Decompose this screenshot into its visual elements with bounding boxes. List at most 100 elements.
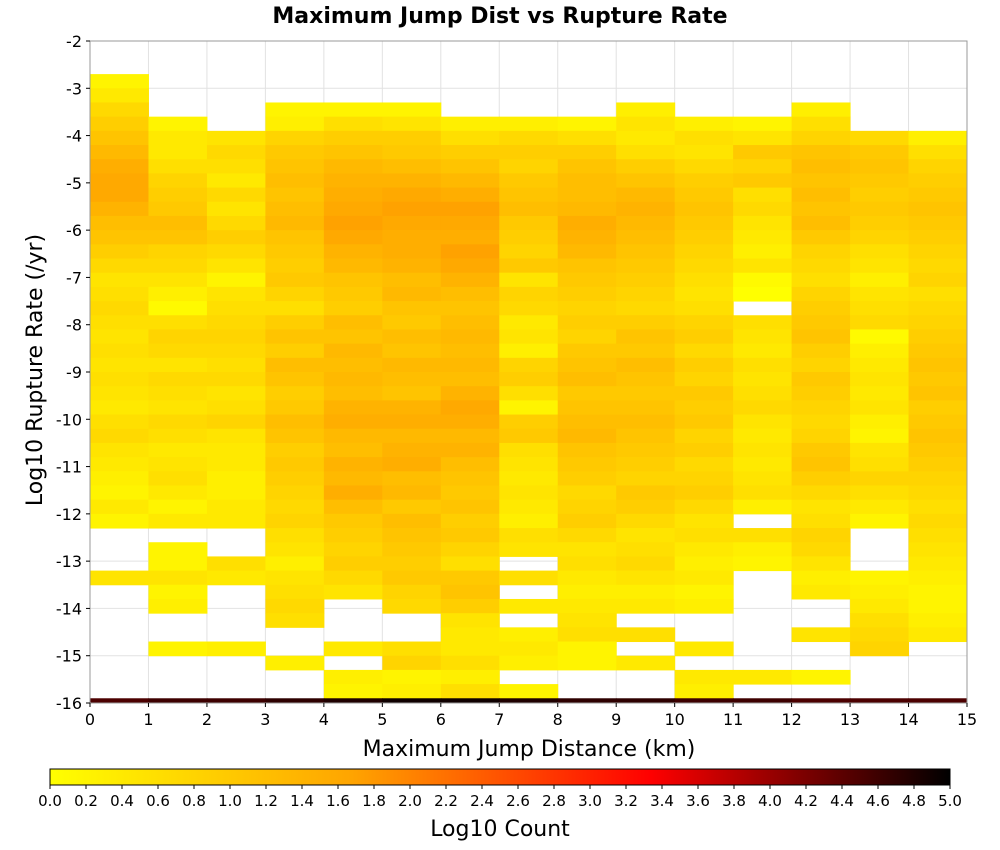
heatmap-cell: [674, 556, 734, 572]
colorbar-label: Log10 Count: [430, 817, 570, 842]
heatmap-cell: [557, 286, 617, 302]
heatmap-cell: [265, 343, 325, 359]
heatmap-cell: [206, 315, 266, 330]
heatmap-cell: [382, 570, 442, 586]
heatmap-cell: [90, 88, 149, 103]
heatmap-cell: [148, 513, 208, 529]
heatmap-cell: [616, 471, 676, 486]
heatmap-cell: [90, 272, 149, 288]
heatmap-cell: [206, 187, 266, 203]
heatmap-cell: [674, 669, 734, 685]
heatmap-cell: [908, 244, 968, 260]
heatmap-cell: [382, 641, 442, 657]
y-tick-label: -2: [66, 32, 82, 51]
heatmap-cell: [733, 272, 793, 288]
heatmap-cell: [557, 499, 617, 515]
heatmap-cell: [499, 471, 559, 486]
heatmap-cell: [557, 130, 617, 146]
colorbar-tick-label: 0.8: [182, 792, 206, 810]
heatmap-cell-bottom-row: [616, 698, 676, 703]
heatmap-cell: [733, 372, 793, 387]
y-tick-label: -13: [56, 552, 82, 571]
heatmap-cell: [148, 457, 208, 472]
heatmap-cell: [908, 130, 968, 146]
heatmap-cell: [499, 485, 559, 501]
heatmap-cell: [148, 400, 208, 416]
heatmap-cell: [499, 528, 559, 543]
heatmap-cell: [733, 357, 793, 373]
heatmap-cell: [791, 357, 851, 373]
heatmap-cell: [908, 542, 968, 557]
heatmap-cell: [323, 499, 383, 515]
heatmap-cell: [206, 130, 266, 146]
heatmap-cell: [733, 173, 793, 189]
heatmap-cell: [908, 627, 968, 643]
heatmap-cell: [557, 244, 617, 260]
heatmap-cell: [382, 173, 442, 189]
heatmap-cell: [733, 343, 793, 359]
heatmap-cell: [206, 145, 266, 160]
heatmap-cell: [323, 173, 383, 189]
colorbar-tick-label: 1.8: [362, 792, 386, 810]
heatmap-cell: [791, 215, 851, 231]
heatmap-cell: [616, 244, 676, 260]
heatmap-cell: [791, 584, 851, 600]
heatmap-cell: [265, 272, 325, 288]
y-tick-label: -10: [56, 410, 82, 429]
heatmap-cell: [90, 116, 149, 132]
heatmap-cell: [382, 542, 442, 557]
heatmap-cell-bottom-row: [206, 698, 266, 703]
heatmap-cell: [791, 542, 851, 557]
heatmap-cell: [440, 542, 500, 557]
heatmap-cell: [850, 584, 910, 600]
y-tick-label: -12: [56, 505, 82, 524]
heatmap-cell: [148, 556, 208, 572]
y-tick-label: -8: [66, 316, 82, 335]
heatmap-cell: [850, 485, 910, 501]
heatmap-cell: [616, 499, 676, 515]
heatmap-cell: [616, 627, 676, 643]
heatmap-cell: [733, 499, 793, 515]
heatmap-cell: [90, 414, 149, 430]
heatmap-cell: [850, 173, 910, 189]
heatmap-cell: [265, 301, 325, 316]
heatmap-cell: [265, 655, 325, 671]
heatmap-cell: [616, 201, 676, 217]
heatmap-cell: [557, 655, 617, 671]
heatmap-cell: [674, 272, 734, 288]
heatmap-cell: [850, 301, 910, 316]
heatmap-cell: [499, 627, 559, 643]
heatmap-cell: [557, 145, 617, 160]
heatmap-cell: [382, 145, 442, 160]
heatmap-cell: [850, 244, 910, 260]
heatmap-cell: [323, 215, 383, 231]
heatmap-cell: [733, 145, 793, 160]
heatmap-cell: [323, 201, 383, 217]
heatmap-cell: [908, 442, 968, 458]
colorbar-tick-label: 0.0: [38, 792, 62, 810]
heatmap-cell: [674, 230, 734, 245]
heatmap-cell: [382, 102, 442, 118]
x-tick-label: 6: [436, 710, 446, 729]
heatmap-cell: [791, 130, 851, 146]
heatmap-cell: [148, 187, 208, 203]
heatmap-cell: [791, 173, 851, 189]
heatmap-cell: [733, 528, 793, 543]
heatmap-cell: [323, 230, 383, 245]
heatmap-cell: [557, 173, 617, 189]
colorbar-tick-label: 0.2: [74, 792, 98, 810]
heatmap-cell: [440, 244, 500, 260]
heatmap-cell: [499, 272, 559, 288]
heatmap-cell: [206, 471, 266, 486]
heatmap-cell: [440, 315, 500, 330]
x-tick-label: 9: [611, 710, 621, 729]
heatmap-cell: [206, 442, 266, 458]
heatmap-cell: [323, 329, 383, 345]
colorbar-tick-label: 4.0: [758, 792, 782, 810]
heatmap-cell: [323, 584, 383, 600]
heatmap-cell: [616, 215, 676, 231]
heatmap-cell: [674, 457, 734, 472]
heatmap-cell-bottom-row: [791, 698, 851, 703]
heatmap-cell: [90, 145, 149, 160]
heatmap-cell: [440, 669, 500, 685]
